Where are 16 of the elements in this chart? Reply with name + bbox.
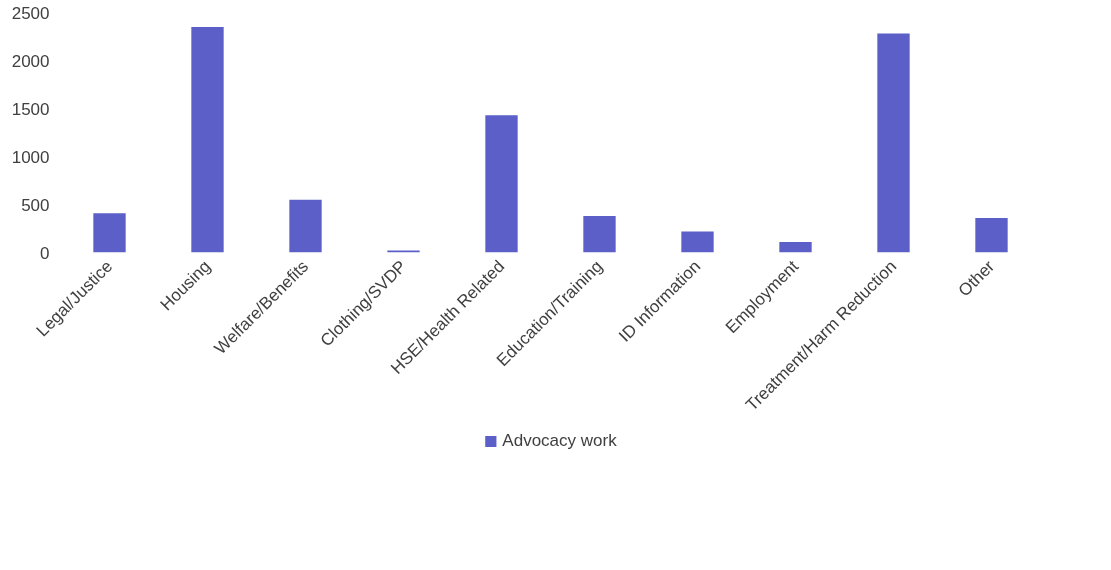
bar bbox=[485, 115, 518, 253]
y-tick-label: 1000 bbox=[11, 147, 50, 167]
bar bbox=[191, 26, 224, 253]
y-tick-label: 2000 bbox=[11, 51, 50, 71]
bar bbox=[877, 33, 910, 253]
y-tick-label: 500 bbox=[21, 195, 50, 215]
bar bbox=[779, 241, 812, 253]
bar bbox=[975, 217, 1008, 253]
bar bbox=[93, 213, 126, 253]
legend-label: Advocacy work bbox=[502, 431, 617, 451]
y-tick-label: 0 bbox=[40, 243, 50, 263]
y-tick-label: 2500 bbox=[11, 3, 50, 23]
y-tick-label: 1500 bbox=[11, 99, 50, 119]
bar bbox=[583, 216, 616, 253]
bar bbox=[289, 199, 322, 253]
bar bbox=[681, 231, 714, 253]
